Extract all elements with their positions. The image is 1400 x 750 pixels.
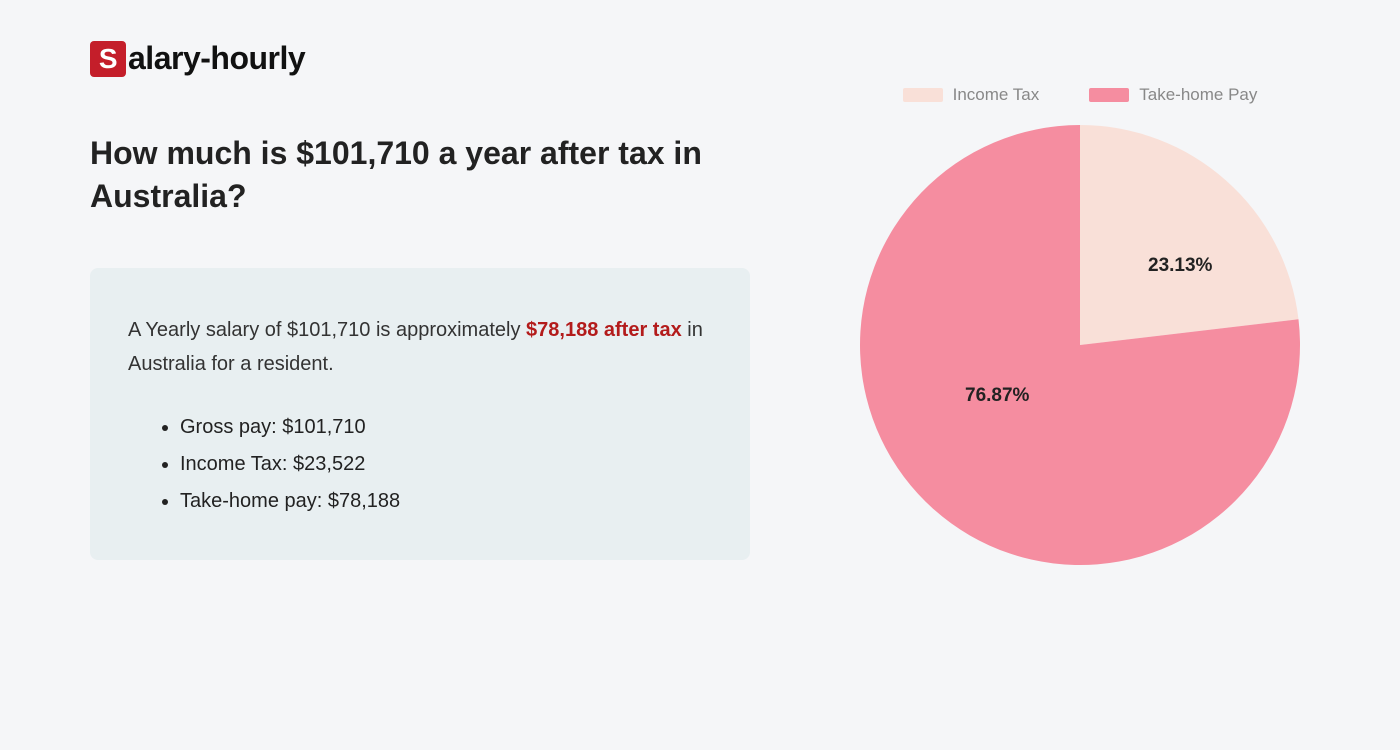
legend-swatch (1089, 88, 1129, 102)
logo-text: alary-hourly (128, 40, 305, 77)
list-item: Take-home pay: $78,188 (180, 483, 712, 520)
legend-label: Take-home Pay (1139, 85, 1257, 105)
page-title: How much is $101,710 a year after tax in… (90, 132, 750, 218)
summary-bullets: Gross pay: $101,710 Income Tax: $23,522 … (128, 409, 712, 520)
pie-chart: 23.13% 76.87% (860, 125, 1300, 565)
summary-box: A Yearly salary of $101,710 is approxima… (90, 268, 750, 560)
pie-slice-label: 23.13% (1148, 255, 1212, 277)
left-column: Salary-hourly How much is $101,710 a yea… (90, 40, 750, 565)
summary-sentence: A Yearly salary of $101,710 is approxima… (128, 313, 712, 381)
legend-item-income-tax: Income Tax (903, 85, 1040, 105)
legend-label: Income Tax (953, 85, 1040, 105)
list-item: Gross pay: $101,710 (180, 409, 712, 446)
pie-svg (860, 125, 1300, 565)
legend-swatch (903, 88, 943, 102)
summary-pre: A Yearly salary of $101,710 is approxima… (128, 319, 526, 341)
page-root: Salary-hourly How much is $101,710 a yea… (0, 0, 1400, 605)
chart-legend: Income Tax Take-home Pay (903, 85, 1258, 105)
legend-item-take-home: Take-home Pay (1089, 85, 1257, 105)
summary-highlight: $78,188 after tax (526, 319, 682, 341)
pie-slice-label: 76.87% (965, 385, 1029, 407)
list-item: Income Tax: $23,522 (180, 446, 712, 483)
right-column: Income Tax Take-home Pay 23.13% 76.87% (830, 40, 1330, 565)
site-logo: Salary-hourly (90, 40, 750, 77)
logo-s-badge: S (90, 41, 126, 77)
